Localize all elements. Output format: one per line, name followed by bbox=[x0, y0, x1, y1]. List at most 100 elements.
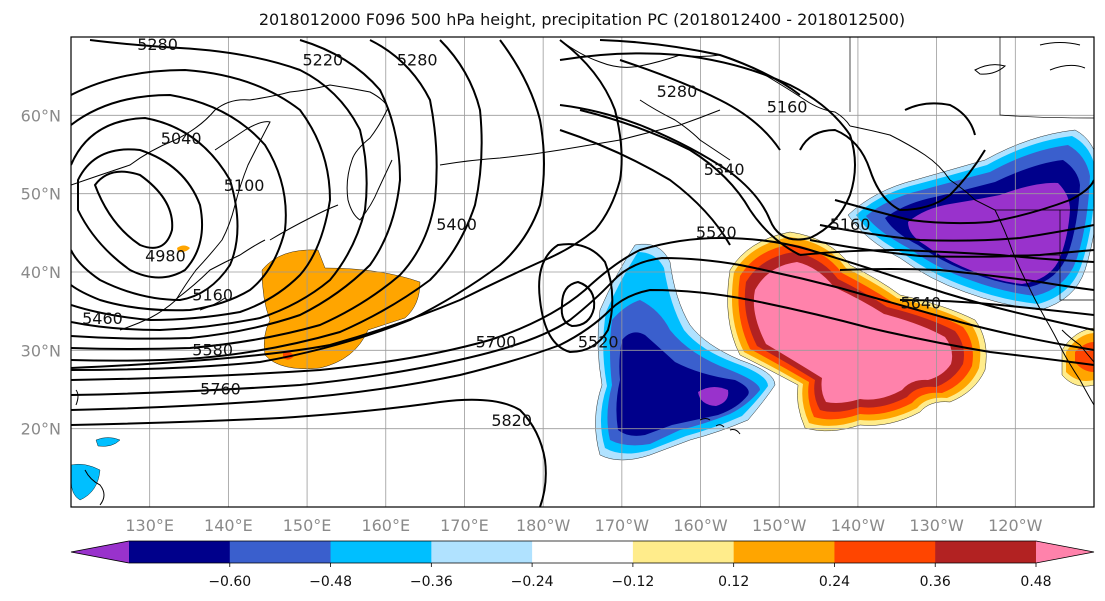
height-contour-5220-west bbox=[71, 68, 332, 322]
height-contour-label: 5700 bbox=[476, 333, 517, 352]
shade-navy-170w bbox=[616, 332, 749, 436]
height-contour-5280-east bbox=[619, 59, 781, 151]
longitude-label: 140°E bbox=[204, 516, 253, 535]
longitude-label: 170°W bbox=[595, 516, 650, 535]
map-plot-area: 5280 5220 5280 5040 5100 4980 5160 5460 5400 5580… bbox=[71, 35, 1094, 507]
longitude-label: 180°W bbox=[516, 516, 571, 535]
shade-pink-150w bbox=[753, 262, 953, 403]
shade-cyan-small-1 bbox=[95, 437, 121, 447]
shade-orange-small bbox=[177, 245, 190, 253]
height-contour-label: 5040 bbox=[161, 129, 202, 148]
map-graticule bbox=[71, 37, 1094, 507]
longitude-label: 120°W bbox=[988, 516, 1043, 535]
colorbar: −0.60 −0.48 −0.36 −0.24 −0.12 0.12 0.24 0.36 0.4… bbox=[70, 540, 1095, 590]
colorbar-bin bbox=[532, 541, 634, 563]
colorbar-outline bbox=[70, 540, 1095, 564]
height-contour-5100 bbox=[71, 116, 239, 302]
height-contour-label: 5520 bbox=[578, 333, 619, 352]
coast-arctic-islands bbox=[974, 42, 1086, 75]
colorbar-tick-label: −0.60 bbox=[208, 574, 251, 590]
height-contour-5520-west bbox=[71, 39, 545, 371]
precipitation-shading bbox=[71, 129, 1094, 501]
coast-kurils bbox=[269, 204, 339, 241]
height-contour-5520-east bbox=[839, 268, 1094, 291]
height-contour-5040 bbox=[77, 148, 204, 279]
height-contour-label: 5580 bbox=[192, 340, 233, 359]
height-contour-5400-east bbox=[559, 129, 731, 246]
height-contours bbox=[71, 39, 1094, 507]
height-contour-5340-east-b bbox=[809, 239, 1094, 258]
latitude-label: 20°N bbox=[21, 420, 61, 439]
map-frame bbox=[70, 36, 1095, 508]
height-contour-label: 5220 bbox=[302, 51, 343, 70]
shade-orange-japan bbox=[261, 249, 421, 369]
latitude-label: 40°N bbox=[21, 263, 61, 282]
latitude-label: 30°N bbox=[21, 341, 61, 360]
longitude-label: 150°W bbox=[752, 516, 807, 535]
height-contour-label: 5100 bbox=[224, 176, 265, 195]
height-contour-5520-low bbox=[560, 280, 596, 328]
coast-mexico bbox=[1061, 329, 1094, 363]
height-contour-label: 5820 bbox=[491, 411, 532, 430]
latitude-label: 60°N bbox=[21, 106, 61, 125]
height-contour-5160-west bbox=[71, 93, 287, 312]
height-contour-5040-east bbox=[904, 102, 976, 136]
height-contour-5460-east bbox=[799, 248, 1094, 263]
colorbar-tick-label: 0.12 bbox=[718, 574, 749, 590]
colorbar-tick-label: 0.48 bbox=[1020, 574, 1051, 590]
height-contour-5280-a bbox=[71, 39, 368, 332]
colorbar-tick-label: −0.36 bbox=[410, 574, 453, 590]
coast-canada-boundary bbox=[849, 37, 1094, 119]
shade-purple-170w bbox=[698, 386, 729, 406]
height-contour-5340-west bbox=[71, 39, 402, 340]
height-contour-label: 5460 bbox=[82, 309, 123, 328]
height-contour-5580 bbox=[71, 39, 623, 369]
colorbar-bin bbox=[129, 541, 231, 563]
height-contour-4980 bbox=[93, 170, 174, 249]
coast-kamchatka bbox=[346, 159, 393, 221]
height-contour-5280-east-b bbox=[819, 224, 1094, 242]
longitude-label: 160°E bbox=[361, 516, 410, 535]
shade-cyan-small-2 bbox=[71, 463, 101, 501]
height-contour-5820 bbox=[71, 398, 547, 507]
height-contour-5640 bbox=[71, 236, 1094, 381]
height-contour-label: 5400 bbox=[436, 215, 477, 234]
colorbar-tick-label: 0.36 bbox=[920, 574, 951, 590]
coast-bc bbox=[849, 125, 1094, 406]
colorbar-extend-max bbox=[1036, 541, 1094, 563]
height-contour-label: 5280 bbox=[137, 35, 178, 54]
height-contour-label: 5280 bbox=[657, 82, 698, 101]
height-contour-label: 5340 bbox=[704, 160, 745, 179]
colorbar-bin bbox=[431, 541, 533, 563]
height-contour-5100-east bbox=[799, 128, 986, 212]
colorbar-tick-label: −0.48 bbox=[309, 574, 352, 590]
height-contour-5580-east bbox=[899, 299, 1094, 316]
longitude-label: 170°E bbox=[440, 516, 489, 535]
colorbar-tick-label: −0.12 bbox=[611, 574, 654, 590]
latitude-label: 50°N bbox=[21, 185, 61, 204]
height-contour-label: 5760 bbox=[200, 380, 241, 399]
colorbar-bin bbox=[834, 541, 936, 563]
longitude-label: 140°W bbox=[831, 516, 886, 535]
height-contour-label: 5520 bbox=[696, 223, 737, 242]
height-contour-label: 4980 bbox=[145, 246, 186, 265]
height-contour-5340-east bbox=[579, 109, 801, 256]
longitude-label: 130°E bbox=[125, 516, 174, 535]
height-contour-5220-east bbox=[599, 39, 801, 96]
height-contour-5400 bbox=[71, 39, 438, 350]
latitude-labels: 60°N 50°N 40°N 30°N 20°N bbox=[21, 106, 61, 438]
height-contour-5580-low bbox=[538, 243, 614, 354]
height-contour-5220-east-b bbox=[834, 179, 1094, 225]
colorbar-bin bbox=[935, 541, 1037, 563]
colorbar-tick-label: 0.24 bbox=[819, 574, 850, 590]
colorbar-tick-label: −0.24 bbox=[511, 574, 554, 590]
longitude-labels: 130°E 140°E 150°E 160°E 170°E 180°W 170°W 160°W… bbox=[125, 516, 1042, 535]
height-contour-label: 5640 bbox=[901, 293, 942, 312]
height-contour-labels: 5280 5220 5280 5040 5100 4980 5160 5460 5400 5580… bbox=[82, 35, 942, 430]
longitude-label: 130°W bbox=[909, 516, 964, 535]
colorbar-bin bbox=[733, 541, 835, 563]
figure-title: 2018012000 F096 500 hPa height, precipit… bbox=[259, 10, 905, 29]
height-contour-5760 bbox=[71, 288, 1094, 411]
height-contour-label: 5160 bbox=[767, 98, 808, 117]
